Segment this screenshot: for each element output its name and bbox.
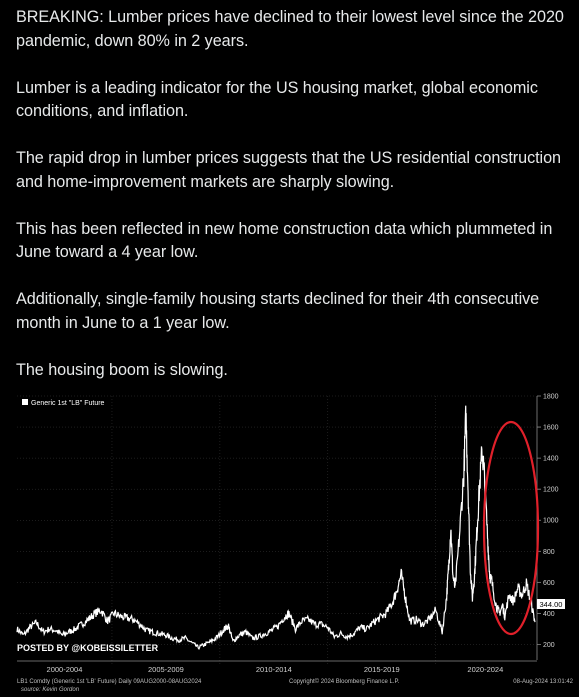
tweet-paragraph: Lumber is a leading indicator for the US… <box>16 78 538 121</box>
tweet-paragraph: The housing boom is slowing. <box>16 360 228 379</box>
footer-left: LB1 Comdty (Generic 1st 'LB' Future) Dai… <box>17 679 202 685</box>
last-value-label: 344.00 <box>540 600 563 609</box>
source-credit: source: Kevin Gordon <box>21 687 80 693</box>
tweet-paragraph: Additionally, single-family housing star… <box>16 290 540 332</box>
lumber-chart: 200 400 600 800 1000 1200 1400 1600 1800 2000-20… <box>15 392 575 695</box>
tweet-paragraph: BREAKING: Lumber prices have declined to… <box>16 8 564 50</box>
y-tick-label: 800 <box>543 549 555 556</box>
x-tick-label: 2020-2024 <box>467 665 503 674</box>
watermark: POSTED BY @KOBEISSILETTER <box>17 643 159 653</box>
legend-swatch <box>22 399 28 405</box>
y-tick-label: 200 <box>543 642 555 649</box>
y-tick-label: 1400 <box>543 456 559 463</box>
tweet-paragraph: The rapid drop in lumber prices suggests… <box>16 149 562 191</box>
x-tick-label: 2015-2019 <box>364 665 400 674</box>
y-tick-label: 1000 <box>543 518 559 525</box>
legend-label: Generic 1st "LB" Future <box>31 400 105 407</box>
y-tick-label: 1200 <box>543 487 559 494</box>
series-line <box>16 405 536 651</box>
x-tick-label: 2005-2009 <box>148 665 184 674</box>
x-tick-label: 2000-2004 <box>47 665 83 674</box>
lumber-chart-image[interactable]: 200 400 600 800 1000 1200 1400 1600 1800 2000-20… <box>15 392 575 695</box>
last-value-box <box>537 599 565 609</box>
y-tick-label: 400 <box>543 611 555 618</box>
y-tick-label: 1600 <box>543 425 559 432</box>
x-tick-label: 2010-2014 <box>256 665 292 674</box>
last-value-marker: 344.00 <box>537 599 565 609</box>
highlight-ellipse <box>482 420 540 636</box>
footer-right: 08-Aug-2024 13:01:42 <box>513 679 573 685</box>
y-tick-label: 600 <box>543 580 555 587</box>
legend: Generic 1st "LB" Future <box>22 399 105 407</box>
footer-center: Copyright© 2024 Bloomberg Finance L.P. <box>289 678 400 685</box>
y-tick-label: 1800 <box>543 394 559 401</box>
tweet-text: BREAKING: Lumber prices have declined to… <box>16 6 568 382</box>
tweet-paragraph: This has been reflected in new home cons… <box>16 219 553 262</box>
